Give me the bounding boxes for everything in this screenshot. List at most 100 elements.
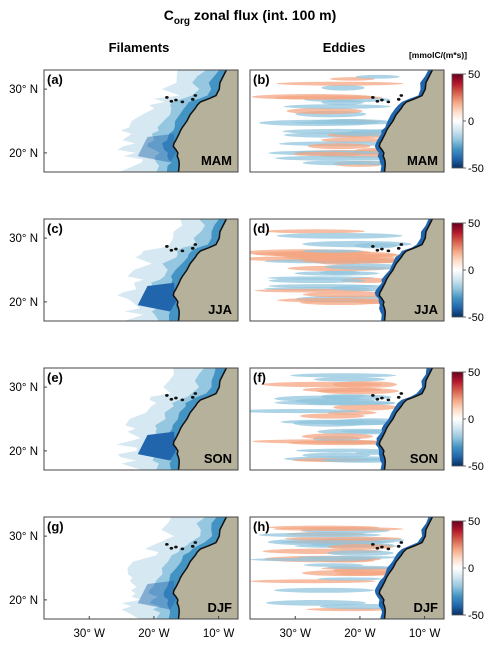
panel-frame bbox=[249, 516, 445, 620]
island bbox=[371, 394, 375, 397]
island bbox=[165, 96, 169, 99]
colorbar-scale bbox=[451, 520, 464, 616]
island bbox=[180, 547, 185, 551]
eddy-streak bbox=[321, 137, 385, 143]
season-label: DJF bbox=[413, 600, 438, 615]
filament-core bbox=[137, 133, 176, 163]
title-subscript: org bbox=[174, 16, 190, 27]
panel-frame bbox=[43, 516, 239, 620]
eddy-streak bbox=[327, 565, 395, 570]
eddy-streak bbox=[321, 99, 364, 106]
island bbox=[193, 541, 198, 544]
colorbar-scale bbox=[451, 371, 464, 467]
panel-c: (c) JJA 30° N 20° N bbox=[9, 218, 239, 322]
colorbar-scale bbox=[451, 222, 464, 318]
figure-title: Corg zonal flux (int. 100 m) bbox=[164, 7, 336, 27]
island bbox=[169, 99, 174, 103]
coastline bbox=[378, 368, 434, 470]
filament-inner-band bbox=[163, 517, 227, 619]
filament-core bbox=[137, 282, 176, 312]
land bbox=[173, 368, 238, 470]
eddy-streak bbox=[317, 428, 398, 435]
panel-frame bbox=[43, 69, 239, 173]
eddy-streak bbox=[286, 107, 363, 115]
eddy-streak bbox=[250, 409, 361, 414]
colorbar-MAM: 50 0 -50 [mmolC/(m*s)] bbox=[409, 50, 484, 175]
island bbox=[375, 248, 380, 252]
eddy-streak bbox=[307, 143, 371, 150]
panel-frame bbox=[249, 69, 445, 173]
colorbar-unit: [mmolC/(m*s)] bbox=[409, 50, 467, 60]
land bbox=[379, 70, 444, 172]
eddy-streak bbox=[276, 81, 404, 86]
panel-label: (f) bbox=[253, 370, 266, 385]
island bbox=[169, 248, 174, 252]
island bbox=[180, 398, 185, 402]
eddy-streak bbox=[299, 413, 365, 419]
island bbox=[371, 96, 375, 99]
island bbox=[396, 246, 401, 250]
y-tick-label: 20° N bbox=[9, 148, 38, 160]
x-tick-label: 10° W bbox=[409, 628, 441, 640]
y-tick-label: 30° N bbox=[9, 382, 38, 394]
colorbar-tick-label: 0 bbox=[468, 116, 474, 128]
island bbox=[386, 398, 391, 402]
land bbox=[379, 368, 444, 470]
eddy-streak bbox=[273, 587, 375, 593]
eddy-streak bbox=[267, 525, 379, 530]
eddy-streak bbox=[258, 532, 382, 538]
panel-e: (e) SON 30° N 20° N bbox=[9, 367, 239, 471]
island bbox=[174, 396, 178, 400]
eddy-streak bbox=[328, 544, 394, 550]
island bbox=[174, 247, 178, 251]
coastline bbox=[172, 517, 228, 619]
island bbox=[375, 546, 380, 550]
island bbox=[371, 543, 375, 546]
eddy-coastal-band bbox=[374, 517, 433, 619]
panel-label: (b) bbox=[253, 72, 270, 87]
season-label: JJA bbox=[414, 302, 438, 317]
eddy-streak bbox=[250, 557, 370, 562]
colorbar-tick-label: 0 bbox=[468, 265, 474, 277]
panel-grid: (a) MAM 30° N 20° N (b) MAM (c) JJA 30° N 20° N (d… bbox=[9, 69, 445, 620]
panel-b: (b) MAM bbox=[249, 69, 445, 173]
x-tick-label: 20° W bbox=[138, 628, 170, 640]
island bbox=[386, 547, 391, 551]
eddy-streak bbox=[301, 433, 374, 440]
eddy-streak bbox=[274, 400, 396, 406]
panel-frame bbox=[249, 367, 445, 471]
colorbar-tick-label: -50 bbox=[468, 312, 484, 324]
eddy-streak bbox=[283, 104, 391, 109]
colorbar-tick-label: -50 bbox=[468, 461, 484, 473]
eddy-streak bbox=[300, 258, 412, 264]
eddy-streak bbox=[302, 249, 363, 253]
island bbox=[165, 245, 169, 248]
island bbox=[190, 246, 195, 250]
panel-a: (a) MAM 30° N 20° N bbox=[9, 69, 239, 173]
island bbox=[375, 397, 380, 401]
panel-label: (d) bbox=[253, 221, 270, 236]
filament-inner-band bbox=[161, 219, 227, 321]
panel-f: (f) SON bbox=[249, 367, 445, 471]
colorbar-tick-label: -50 bbox=[468, 163, 484, 175]
eddy-streak bbox=[355, 74, 400, 79]
island bbox=[180, 100, 185, 104]
land bbox=[173, 219, 238, 321]
island bbox=[396, 544, 401, 548]
filament-inner-band bbox=[162, 70, 227, 172]
eddy-streak bbox=[276, 232, 403, 239]
island bbox=[380, 396, 384, 400]
island bbox=[380, 98, 384, 102]
eddy-streak bbox=[288, 440, 393, 446]
eddy-streak bbox=[320, 394, 367, 399]
island bbox=[380, 545, 384, 549]
y-tick-label: 20° N bbox=[9, 297, 38, 309]
island bbox=[399, 541, 404, 544]
eddy-streak bbox=[273, 95, 382, 100]
land bbox=[173, 70, 238, 172]
coastline bbox=[172, 70, 228, 172]
eddy-streak bbox=[354, 242, 398, 249]
island bbox=[386, 249, 391, 253]
